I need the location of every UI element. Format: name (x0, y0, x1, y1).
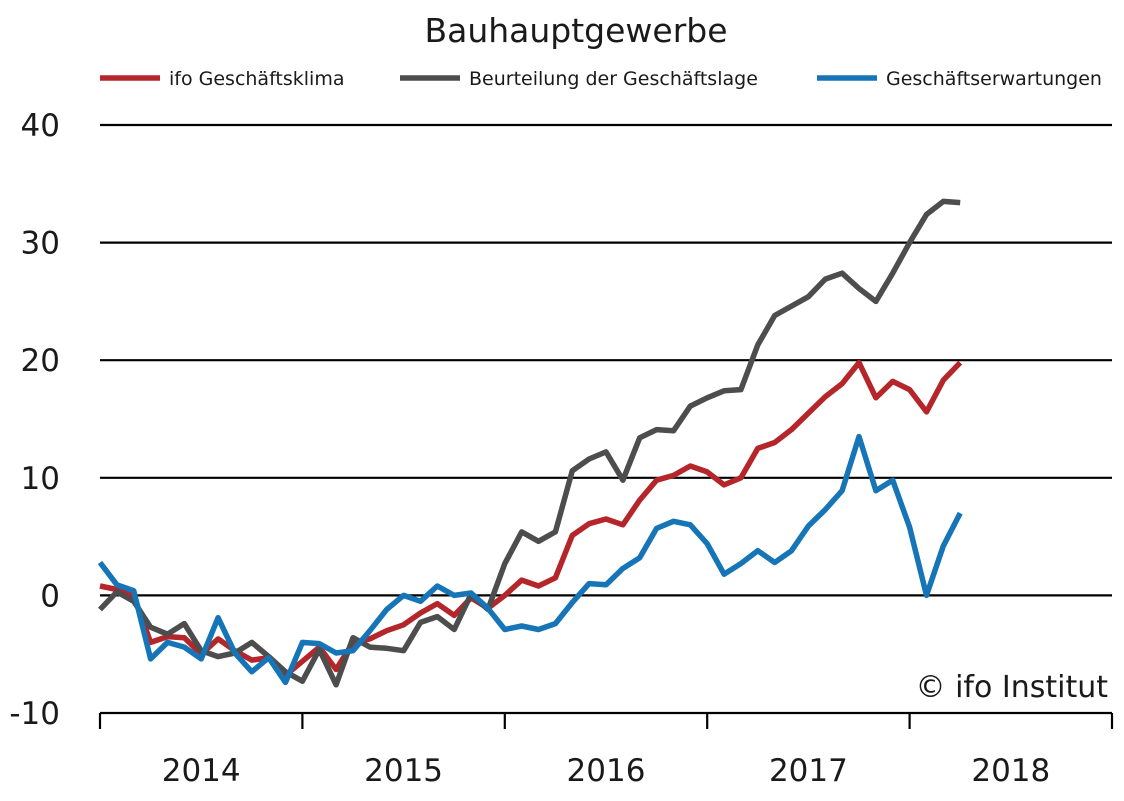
legend: ifo Geschäftsklima Beurteilung der Geschä… (100, 68, 1102, 90)
copyright-label: © ifo Institut (916, 670, 1109, 705)
series-line-1 (98, 198, 961, 688)
legend-label-1: Beurteilung der Geschäftslage (469, 68, 758, 90)
y-tick-label: -10 (9, 696, 60, 732)
legend-label-2: Geschäftserwartungen (886, 68, 1102, 90)
x-tick-label: 2015 (364, 753, 443, 789)
series-line-0 (99, 359, 963, 679)
x-axis: 2014 2015 2016 2017 2018 (98, 711, 1114, 789)
x-tick-label: 2018 (971, 753, 1050, 789)
y-axis-ticks: 40 30 20 10 0 -10 (9, 108, 60, 732)
x-tick-label: 2014 (162, 753, 241, 789)
y-tick-label: 30 (21, 226, 60, 262)
legend-label-0: ifo Geschäftsklima (169, 68, 345, 90)
gridlines (100, 123, 1112, 597)
series-line-2 (97, 433, 963, 686)
y-tick-label: 40 (21, 108, 60, 144)
x-tick-label: 2017 (769, 753, 848, 789)
y-tick-label: 20 (21, 343, 60, 379)
y-tick-label: 0 (40, 578, 60, 614)
y-tick-label: 10 (21, 461, 60, 497)
x-tick-label: 2016 (567, 753, 646, 789)
series-lines (97, 198, 963, 688)
chart-title: Bauhauptgewerbe (424, 11, 727, 50)
